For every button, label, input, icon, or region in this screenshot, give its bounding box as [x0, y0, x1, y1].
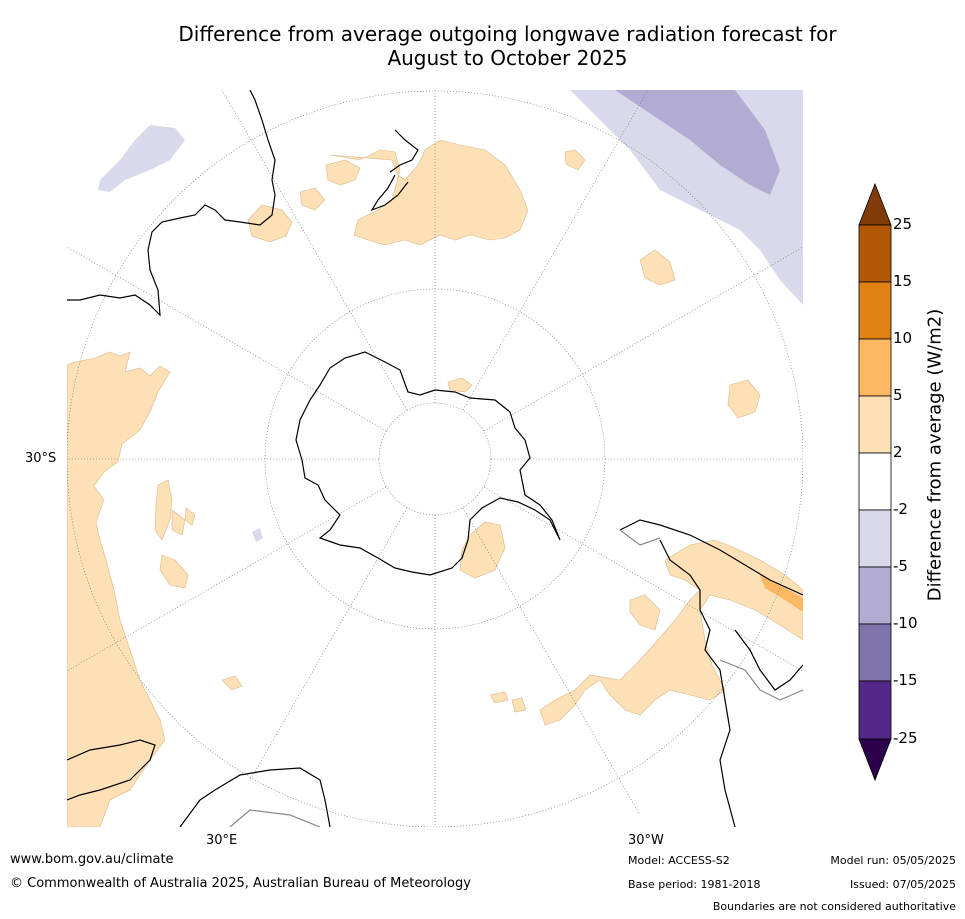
colorbar-tick: -2: [893, 500, 908, 518]
anomaly-region-sw-b: [511, 697, 527, 713]
map-title: Difference from average outgoing longwav…: [100, 22, 915, 70]
colorbar: [858, 182, 892, 782]
colorbar-tick: 5: [893, 386, 903, 404]
footer-url: www.bom.gov.au/climate: [10, 852, 174, 867]
australia-coastline: [67, 90, 276, 317]
meridian: [67, 246, 387, 432]
colorbar-tick: 15: [893, 272, 913, 290]
new-zealand-north: [389, 129, 419, 173]
colorbar-tick: 25: [893, 215, 913, 233]
border: [719, 659, 803, 701]
colorbar-tick: -10: [893, 614, 918, 632]
south-america-east: [734, 629, 803, 691]
anomaly-region-south-small: [489, 691, 509, 704]
map-area: [67, 90, 803, 827]
meridian: [483, 246, 803, 432]
meridian: [221, 90, 408, 411]
colorbar-swatch: [858, 281, 892, 340]
colorbar-tick: -5: [893, 557, 908, 575]
graticule: [67, 90, 803, 827]
negative-anomaly-ne-mid: [615, 90, 780, 195]
lat-label-30s: 30°S: [25, 451, 57, 466]
colorbar-tick: -25: [893, 729, 918, 747]
anomaly-region-north-b: [325, 159, 361, 186]
anomaly-region-nw-small: [299, 187, 326, 211]
latitude-circle-inner: [378, 402, 492, 516]
positive-anomaly-regions: [67, 139, 803, 827]
colorbar-swatch: [858, 452, 892, 511]
new-zealand-south: [370, 174, 409, 212]
colorbar-extend-bottom: [858, 738, 892, 782]
negative-anomaly-small: [252, 528, 263, 542]
negative-anomaly-nw: [98, 125, 185, 192]
africa-coastline: [67, 739, 156, 801]
colorbar-tick: 10: [893, 329, 913, 347]
anomaly-region-sa-b: [629, 594, 661, 631]
footer-model: Model: ACCESS-S2: [628, 854, 730, 867]
colorbar-swatch: [858, 509, 892, 568]
anomaly-region-west-c: [171, 509, 186, 536]
anomaly-region-sw: [221, 675, 243, 691]
anomaly-region-west-b: [159, 554, 189, 589]
colorbar-extend-top: [858, 182, 892, 226]
country-borders: [229, 529, 803, 827]
colorbar-tick: 2: [893, 443, 903, 461]
meridian: [462, 507, 641, 816]
south-america-west: [659, 539, 736, 827]
anomaly-region-east: [727, 379, 761, 419]
footer-issued: Issued: 07/05/2025: [849, 878, 956, 891]
border: [619, 529, 661, 546]
anomaly-region-west-d: [184, 507, 196, 526]
anomaly-region-sa: [539, 539, 803, 726]
meridian: [67, 486, 387, 672]
colorbar-swatch: [858, 566, 892, 625]
meridian: [249, 507, 408, 781]
colorbar-swatch: [858, 623, 892, 682]
anomaly-region-west-band: [67, 351, 171, 827]
footer-disclaimer: Boundaries are not considered authoritat…: [712, 900, 956, 913]
colorbar-swatch: [858, 395, 892, 454]
antarctica-coastline: [295, 351, 561, 576]
anomaly-region-north-a: [329, 139, 529, 246]
anomaly-region-nw: [247, 204, 293, 243]
colorbar-swatch: [858, 338, 892, 397]
colorbar-swatch: [858, 224, 892, 283]
anomaly-region-andes-strong: [760, 575, 803, 612]
title-line-1: Difference from average outgoing longwav…: [178, 22, 837, 46]
lon-label-30e: 30°E: [206, 833, 238, 848]
meridian: [483, 486, 803, 672]
footer-copyright: © Commonwealth of Australia 2025, Austra…: [10, 876, 471, 891]
colorbar-title: Difference from average (W/m2): [924, 308, 946, 602]
southern-africa: [179, 767, 331, 827]
south-america-coastline: [619, 519, 803, 596]
anomaly-region-pole: [447, 377, 473, 393]
footer-base-period: Base period: 1981-2018: [628, 878, 761, 891]
title-line-2: August to October 2025: [387, 46, 628, 70]
border: [229, 809, 321, 827]
colorbar-tick: -15: [893, 671, 918, 689]
coastlines: [67, 90, 803, 827]
anomaly-region-ne-b: [564, 149, 586, 171]
lon-label-30w: 30°W: [628, 833, 664, 848]
footer-model-run: Model run: 05/05/2025: [830, 854, 956, 867]
anomaly-region-west-a: [154, 479, 173, 541]
colorbar-swatch: [858, 680, 892, 740]
anomaly-region-ne-a: [639, 249, 676, 286]
anomaly-region-south-center: [459, 521, 506, 579]
